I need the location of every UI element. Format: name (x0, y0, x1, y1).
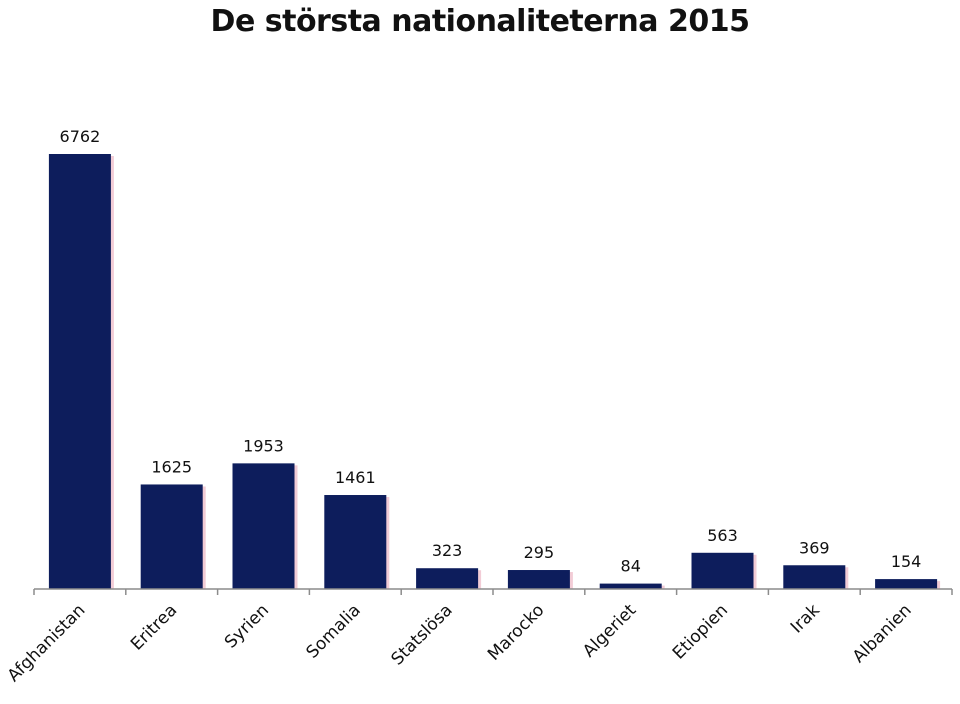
category-label-albanien: Albanien (849, 600, 916, 667)
category-label-marocko: Marocko (484, 600, 548, 664)
bar-algeriet (599, 583, 662, 589)
category-label-irak: Irak (787, 600, 824, 637)
chart-title: De största nationaliteterna 2015 (210, 4, 750, 39)
category-label-algeriet: Algeriet (579, 600, 640, 661)
data-label-irak: 369 (799, 538, 830, 557)
bar-somalia (324, 495, 387, 589)
data-label-afghanistan: 6762 (60, 127, 101, 146)
bar-irak (783, 565, 846, 589)
x-axis (33, 588, 953, 595)
data-label-etiopien: 563 (707, 526, 738, 545)
bar-marocko (507, 570, 570, 589)
bar-afghanistan (48, 154, 111, 589)
bars-layer (48, 154, 941, 589)
bar-syrien (232, 463, 295, 589)
data-label-marocko: 295 (524, 543, 555, 562)
category-label-syrien: Syrien (221, 600, 273, 652)
data-label-somalia: 1461 (335, 468, 376, 487)
category-labels-layer: Afghanistan Eritrea Syrien Somalia Statslösa… (4, 600, 916, 686)
data-label-syrien: 1953 (243, 436, 284, 455)
data-label-albanien: 154 (891, 552, 922, 571)
category-label-somalia: Somalia (303, 600, 365, 662)
bar-etiopien (691, 552, 754, 589)
bar-albanien (875, 579, 938, 589)
category-label-etiopien: Etiopien (669, 600, 732, 663)
data-label-statslösa: 323 (432, 541, 463, 560)
category-label-afghanistan: Afghanistan (4, 600, 90, 686)
data-label-algeriet: 84 (621, 557, 641, 576)
category-label-statslösa: Statslösa (387, 600, 456, 669)
bar-eritrea (140, 484, 203, 589)
value-labels-layer: 6762 1625 1953 1461 323 295 84 563 369 154 (60, 127, 922, 576)
category-label-eritrea: Eritrea (127, 600, 181, 654)
bar-statslösa (416, 568, 479, 589)
data-label-eritrea: 1625 (151, 457, 192, 476)
